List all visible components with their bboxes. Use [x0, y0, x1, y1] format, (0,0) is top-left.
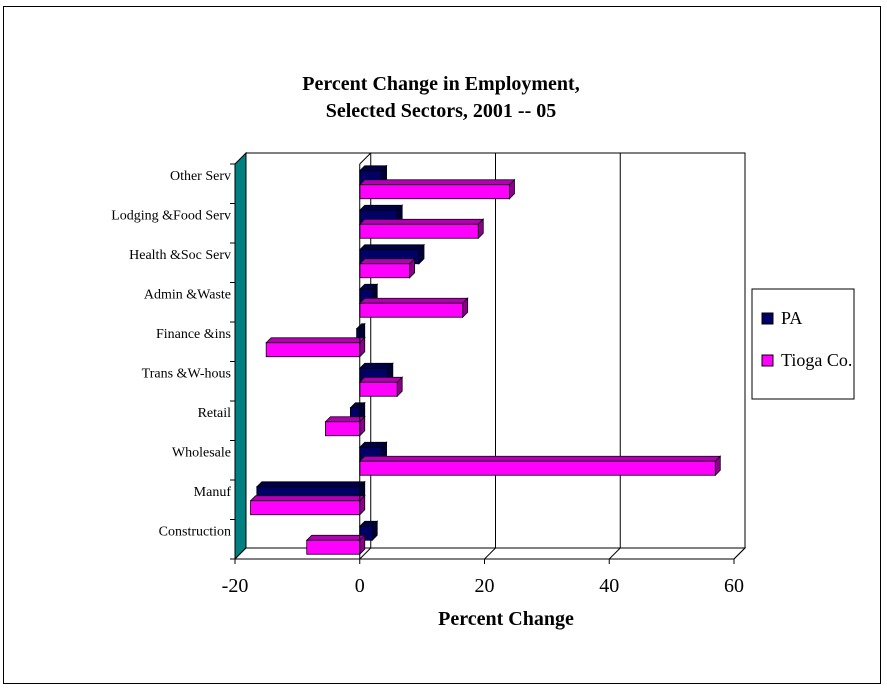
bar-front	[325, 421, 361, 437]
bar	[358, 218, 485, 240]
bar	[324, 415, 366, 437]
bar-top	[358, 376, 404, 383]
bar-front	[359, 223, 479, 239]
bar-top	[324, 416, 366, 423]
bar	[358, 297, 469, 319]
bar-front	[250, 500, 361, 516]
legend-box	[751, 288, 855, 400]
x-tick-label: -20	[222, 575, 249, 597]
x-tick-label: 60	[724, 575, 744, 597]
bar-top	[358, 455, 722, 462]
bar-front	[359, 302, 464, 318]
category-label: Construction	[159, 524, 231, 539]
bar-front	[306, 539, 361, 555]
x-tick-label: 40	[599, 575, 619, 597]
bar-front	[359, 460, 716, 476]
zero-line-top	[359, 152, 372, 165]
bar-top	[255, 481, 366, 488]
category-label: Manuf	[194, 485, 232, 500]
bar-front	[265, 342, 361, 358]
axes	[230, 152, 735, 564]
gridline-floor	[733, 547, 746, 560]
bar-top	[358, 258, 416, 265]
category-label: Health &Soc Serv	[129, 248, 231, 263]
bar-top	[358, 218, 485, 225]
gridline-floor	[608, 547, 621, 560]
bar-top	[358, 179, 516, 186]
bar	[358, 178, 516, 200]
legend-swatch	[761, 354, 774, 367]
category-labels: Other Serv Lodging &Food Serv Health &Soc …	[111, 169, 231, 540]
bar	[358, 376, 404, 398]
side-wall	[234, 151, 247, 561]
bar-top	[358, 204, 404, 211]
x-axis-title: Percent Change	[438, 608, 574, 630]
chart-title: Percent Change in Employment, Selected S…	[302, 73, 579, 122]
bar-front	[359, 184, 510, 200]
bar	[358, 455, 722, 477]
legend: PA Tioga Co.	[751, 288, 855, 400]
category-label: Retail	[198, 406, 232, 421]
bar-front	[359, 381, 398, 397]
bar	[265, 336, 366, 358]
bar-top	[358, 362, 394, 369]
category-label: Trans &W-hous	[142, 366, 231, 381]
bar	[358, 257, 416, 279]
bar-top	[249, 495, 366, 502]
bar-top	[265, 337, 366, 344]
bar-top	[305, 534, 366, 541]
bar-top	[358, 297, 469, 304]
tick-labels: -20 0 20 40 60	[222, 575, 744, 597]
bar-top	[358, 244, 425, 251]
category-label: Other Serv	[170, 169, 231, 184]
category-label: Wholesale	[172, 445, 231, 460]
gridline-floor	[359, 547, 372, 560]
category-label: Lodging &Food Serv	[111, 208, 231, 223]
x-tick-label: 20	[475, 575, 495, 597]
category-label: Finance &ins	[156, 327, 231, 342]
bar	[305, 534, 366, 556]
category-label: Admin &Waste	[144, 287, 231, 302]
chart-title-line-1: Percent Change in Employment,	[302, 73, 579, 95]
legend-label: Tioga Co.	[781, 350, 852, 370]
legend-swatch	[761, 312, 774, 325]
legend-label: PA	[781, 308, 802, 328]
chart-title-line-2: Selected Sectors, 2001 -- 05	[326, 100, 557, 122]
x-tick-label: 0	[355, 575, 365, 597]
bar-front	[359, 263, 411, 279]
bar	[249, 494, 366, 516]
gridline-floor	[484, 547, 496, 560]
